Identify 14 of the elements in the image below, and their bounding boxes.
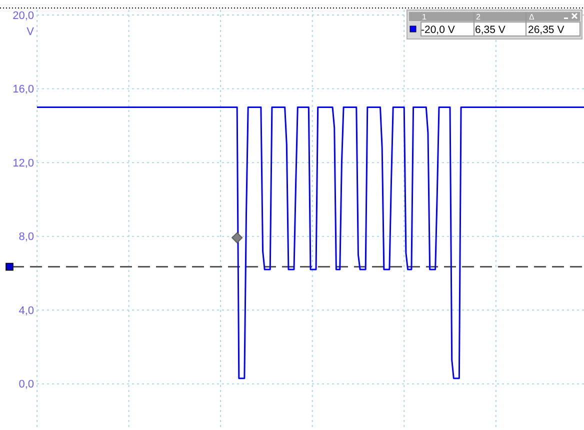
y-tick-label: 12,0 bbox=[12, 157, 34, 170]
annotation: Δ bbox=[529, 12, 535, 22]
annotation: 6,35 V bbox=[475, 24, 506, 36]
y-tick-label: 16,0 bbox=[12, 84, 34, 96]
annotation: -20,0 V bbox=[421, 24, 455, 36]
annotation: 26,35 V bbox=[528, 24, 564, 36]
annotation: 1 bbox=[422, 12, 427, 22]
y-tick-label: 4,0 bbox=[18, 304, 34, 317]
annotation: 2 bbox=[476, 12, 481, 22]
y-tick-label: 8,0 bbox=[18, 231, 34, 244]
y-axis-title: V bbox=[26, 26, 35, 38]
line-series bbox=[36, 106, 584, 380]
y-tick-label: 0,0 bbox=[18, 378, 34, 391]
y-tick-label: 20,0 bbox=[12, 10, 34, 22]
